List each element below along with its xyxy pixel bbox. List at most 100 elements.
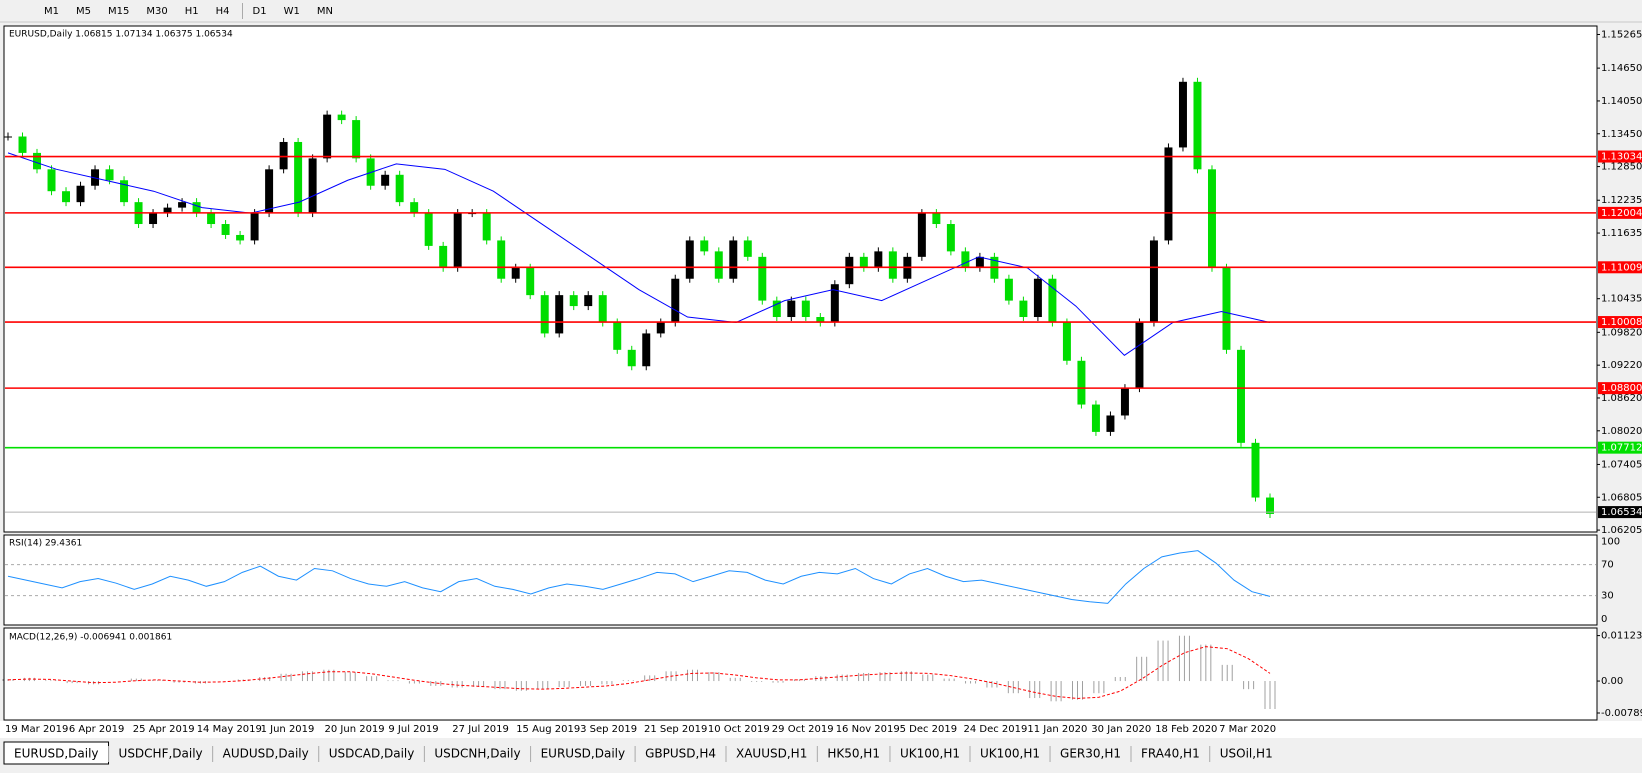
chart-tab[interactable]: GBPUSD,H4 <box>645 747 716 761</box>
candle-body <box>555 295 564 334</box>
candle-body <box>917 213 926 257</box>
timeframe-button[interactable]: W1 <box>284 6 300 17</box>
candle-body <box>1266 497 1274 514</box>
date-label: 20 Jun 2019 <box>325 724 385 735</box>
candle-body <box>1048 278 1057 323</box>
price-tick-label: 1.14050 <box>1601 96 1642 107</box>
date-label: 7 Mar 2020 <box>1219 724 1276 735</box>
price-tick-label: 1.15265 <box>1601 29 1642 40</box>
candle-body <box>1149 240 1158 323</box>
candle-body <box>1193 81 1202 170</box>
candle-body <box>656 322 665 334</box>
candle-body <box>845 256 854 285</box>
macd-tick-label: 0.00 <box>1601 676 1623 687</box>
price-tick-label: 1.07405 <box>1601 459 1642 470</box>
candle-body <box>787 300 796 318</box>
candle-body <box>410 202 419 214</box>
candle-body <box>250 213 259 241</box>
timeframe-button[interactable]: H4 <box>216 6 230 17</box>
candle-body <box>323 114 332 159</box>
date-label: 5 Dec 2019 <box>900 724 958 735</box>
candle-body <box>671 278 680 323</box>
chart-tab[interactable]: USDCAD,Daily <box>329 747 415 761</box>
chart-tab[interactable]: USDCHF,Daily <box>119 747 203 761</box>
candle-body <box>221 224 230 235</box>
chart-tab[interactable]: EURUSD,Daily <box>541 747 626 761</box>
candle-body <box>1019 300 1028 318</box>
timeframe-button[interactable]: M1 <box>44 6 59 17</box>
candle-body <box>1091 404 1100 432</box>
candle-body <box>758 256 767 301</box>
candle-body <box>453 213 462 268</box>
date-label: 14 May 2019 <box>197 724 262 735</box>
chart-tab[interactable]: USOil,H1 <box>1220 747 1273 761</box>
candle-body <box>1120 388 1129 416</box>
chart-tab[interactable]: USDCNH,Daily <box>434 747 520 761</box>
level-label-box <box>1598 150 1642 163</box>
candle-body <box>149 213 158 225</box>
date-label: 27 Jul 2019 <box>452 724 509 735</box>
chart-tab[interactable]: UK100,H1 <box>900 747 960 761</box>
timeframe-button[interactable]: M5 <box>76 6 91 17</box>
candle-body <box>613 322 622 350</box>
date-label: 24 Dec 2019 <box>964 724 1028 735</box>
candle-body <box>627 349 636 367</box>
candle-body <box>33 152 42 170</box>
level-label: 1.12004 <box>1601 208 1642 219</box>
candle-body <box>584 295 593 307</box>
candle-body <box>801 300 810 318</box>
date-label: 3 Sep 2019 <box>580 724 637 735</box>
rsi-tick-label: 0 <box>1601 614 1607 625</box>
level-label: 1.08800 <box>1601 383 1642 394</box>
chart-tab[interactable]: UK100,H1 <box>980 747 1040 761</box>
price-tick-label: 1.06205 <box>1601 525 1642 536</box>
price-tick-label: 1.09820 <box>1601 327 1642 338</box>
candle-body <box>1033 278 1042 318</box>
candle-body <box>685 240 694 279</box>
macd-tick-label: -0.007894 <box>1601 708 1642 719</box>
chart-tab[interactable]: AUDUSD,Daily <box>223 747 309 761</box>
date-label: 21 Sep 2019 <box>644 724 707 735</box>
chart-tab[interactable]: XAUUSD,H1 <box>736 747 807 761</box>
date-label: 25 Apr 2019 <box>133 724 195 735</box>
candle-body <box>120 180 129 203</box>
date-label: 16 Nov 2019 <box>836 724 900 735</box>
candle-body <box>932 213 941 225</box>
timeframe-button[interactable]: D1 <box>253 6 267 17</box>
candle-body <box>1251 442 1260 498</box>
candle-body <box>598 295 607 323</box>
level-label-box <box>1598 441 1642 454</box>
candle-body <box>337 114 346 121</box>
tab-bar <box>0 740 1642 769</box>
chart-tab[interactable]: EURUSD,Daily <box>14 747 99 761</box>
timeframe-button[interactable]: M15 <box>108 6 129 17</box>
level-label-box <box>1598 382 1642 395</box>
candle-body <box>1004 278 1013 301</box>
candle-body <box>729 240 738 279</box>
candle-body <box>1106 415 1115 432</box>
candle-body <box>381 174 390 186</box>
rsi-tick-label: 100 <box>1601 536 1620 547</box>
chart-tab[interactable]: GER30,H1 <box>1060 747 1121 761</box>
candle-body <box>4 136 12 138</box>
timeframe-button[interactable]: H1 <box>185 6 199 17</box>
rsi-header: RSI(14) 29.4361 <box>9 539 82 549</box>
candle-body <box>76 185 85 203</box>
candle-body <box>642 333 651 367</box>
level-label: 1.11009 <box>1601 262 1642 273</box>
macd-panel <box>3 627 1598 721</box>
date-axis <box>0 721 1642 738</box>
price-tick-label: 1.12235 <box>1601 195 1642 206</box>
candle-body <box>1077 360 1086 405</box>
candle-body <box>236 234 245 241</box>
candle-body <box>439 245 448 268</box>
level-label-box <box>1598 506 1642 519</box>
timeframe-button[interactable]: M30 <box>146 6 167 17</box>
candle-body <box>946 224 955 252</box>
level-label-box <box>1598 206 1642 219</box>
candle-body <box>569 295 578 307</box>
date-label: 19 Mar 2019 <box>5 724 68 735</box>
chart-tab[interactable]: HK50,H1 <box>827 747 880 761</box>
chart-tab[interactable]: FRA40,H1 <box>1141 747 1200 761</box>
timeframe-button[interactable]: MN <box>317 6 333 17</box>
